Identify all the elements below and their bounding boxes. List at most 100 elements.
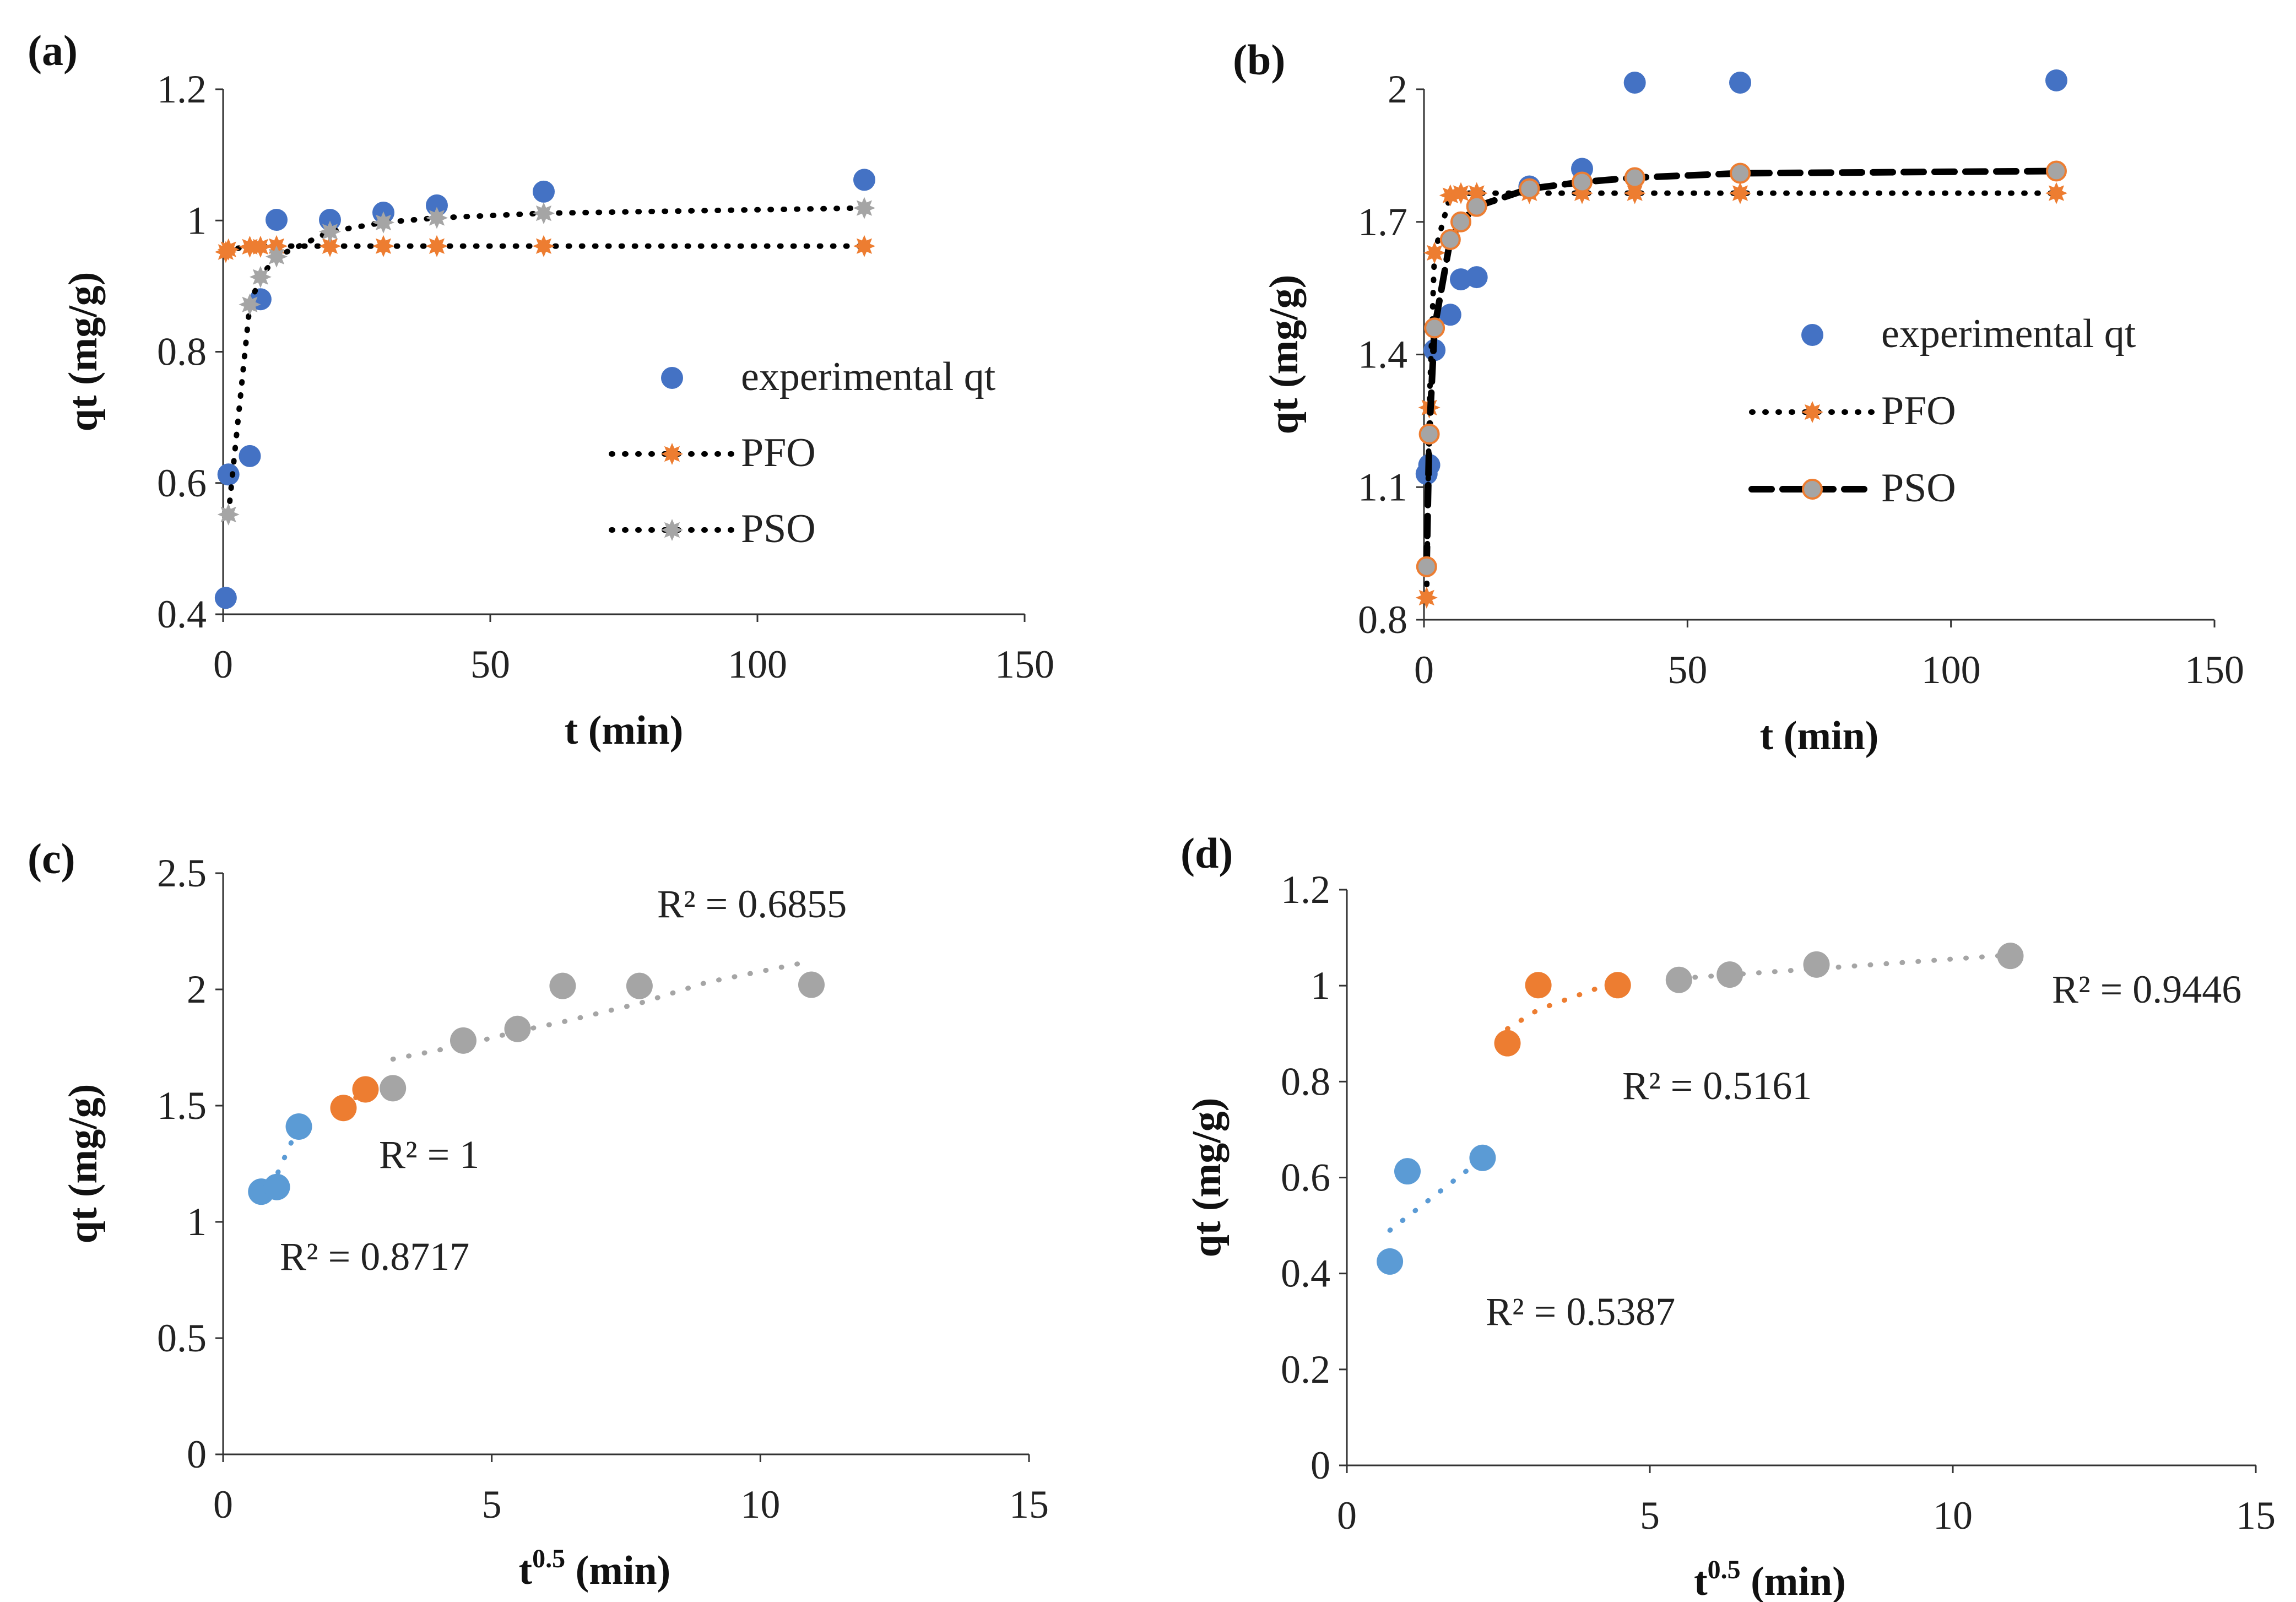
x-tick-label: 0 (213, 642, 233, 686)
y-tick-label: 2.5 (157, 851, 207, 895)
x-tick-label: 50 (1667, 648, 1707, 692)
marker-pso (426, 207, 448, 229)
x-tick-label: 0 (1414, 648, 1434, 692)
y-tick-label: 0.4 (157, 592, 207, 636)
marker-pso (266, 245, 288, 268)
x-tick-label: 15 (1009, 1482, 1049, 1527)
marker-pfo (1415, 586, 1438, 609)
data-point-experimental (1439, 304, 1461, 326)
r2-annotation-d-stage3: R² = 0.9446 (2052, 967, 2241, 1011)
marker-pso (1450, 211, 1471, 232)
data-point-stage-2 (330, 1095, 357, 1122)
panel-label-d: (d) (1181, 829, 1233, 877)
x-axis-title: t (min) (565, 708, 684, 753)
data-point-stage-3 (1716, 961, 1743, 988)
data-point-stage-2 (1525, 972, 1552, 999)
marker-pfo (1729, 182, 1751, 204)
data-point-stage-1 (1377, 1248, 1404, 1275)
y-tick-label: 1 (187, 198, 207, 242)
legend-marker-pfo (1801, 401, 1823, 423)
panel-a: (a) 0.4 0.6 0.8 1 1.2 0 50 100 150 qt (mg/g) t (mi… (28, 26, 1054, 753)
marker-pso (1418, 423, 1440, 445)
x-tick-label: 150 (995, 642, 1054, 686)
data-point-stage-3 (1665, 966, 1692, 993)
fit-line-pso (1423, 167, 2060, 570)
data-point-stage-1 (285, 1113, 312, 1140)
legend-label-PSO: PSO (1881, 466, 1956, 511)
data-point-experimental (1623, 71, 1646, 94)
marker-pfo (533, 235, 555, 257)
legend-marker-experimental (661, 367, 683, 389)
y-tick-label: 2 (187, 967, 207, 1011)
y-tick-label: 1.7 (1358, 200, 1407, 244)
y-tick-label: 0 (1311, 1443, 1330, 1487)
data-point-experimental (2045, 69, 2067, 91)
marker-pso (319, 220, 341, 243)
data-point-stage-3 (380, 1075, 407, 1102)
data-point-experimental (533, 180, 555, 203)
marker-pso (1416, 556, 1437, 577)
data-point-stage-3 (798, 971, 825, 998)
panel-label-b: (b) (1233, 36, 1285, 84)
x-tick-label: 150 (2185, 648, 2244, 692)
data-point-experimental (266, 209, 288, 231)
marker-pso (372, 211, 394, 234)
legend-marker-pfo (661, 443, 683, 465)
y-tick-label: 2 (1388, 67, 1407, 111)
r2-annotation-d-stage2: R² = 0.5161 (1622, 1064, 1812, 1108)
y-tick-label: 1.4 (1358, 333, 1407, 377)
data-point-stage-3 (450, 1027, 476, 1054)
legend-label-experimental-qt: experimental qt (1881, 311, 2136, 356)
trendline-stage-2 (341, 1087, 368, 1111)
data-point-experimental (1729, 71, 1751, 94)
marker-pso (533, 202, 555, 225)
y-tick-label: 1.5 (157, 1084, 207, 1128)
data-point-experimental (217, 463, 240, 486)
data-point-stage-3 (1803, 951, 1830, 978)
y-tick-label: 0.2 (1281, 1347, 1330, 1392)
x-tick-label: 15 (2236, 1493, 2276, 1538)
marker-pso (1624, 167, 1645, 188)
data-point-stage-2 (1604, 972, 1631, 999)
x-tick-label: 10 (740, 1482, 780, 1527)
marker-pso (1572, 171, 1593, 193)
data-point-experimental (214, 587, 237, 609)
fit-line-pfo (223, 243, 867, 255)
fit-line-pso (225, 205, 867, 517)
y-tick-label: 0 (187, 1432, 207, 1476)
y-tick-label: 1.2 (157, 67, 207, 111)
data-point-experimental (239, 445, 261, 467)
marker-pfo (319, 235, 341, 257)
data-point-stage-3 (626, 972, 653, 999)
data-point-stage-2 (352, 1076, 379, 1103)
marker-pfo (1450, 182, 1472, 204)
panel-d: (d) R² = 0.9446 R² = 0.5161 R² = 0.5387 … (1181, 829, 2276, 1602)
marker-pso (2046, 160, 2067, 182)
y-tick-label: 1 (187, 1200, 207, 1244)
r2-annotation-c-stage3: R² = 0.6855 (657, 882, 847, 926)
data-point-experimental (1465, 266, 1488, 289)
x-tick-label: 50 (470, 642, 510, 686)
panel-c: (c) R² = 0.6855 R² = 1 R² = 0.8717 0 0.5 1… (28, 835, 1049, 1593)
legend-label-PSO: PSO (741, 506, 816, 551)
marker-pfo (1623, 182, 1646, 204)
marker-pso (1466, 196, 1487, 217)
x-tick-label: 5 (1640, 1493, 1660, 1538)
marker-pfo (372, 235, 394, 257)
panel-label-c: (c) (28, 835, 75, 883)
marker-pfo (249, 235, 272, 258)
x-axis-title: t0.5 (min) (1694, 1555, 1846, 1602)
legend-label-PFO: PFO (741, 430, 816, 475)
data-point-stage-2 (1494, 1030, 1521, 1057)
y-tick-label: 1.1 (1358, 465, 1407, 509)
marker-pfo (2045, 182, 2067, 204)
marker-pso (217, 503, 240, 526)
y-tick-label: 0.5 (157, 1316, 207, 1360)
marker-pso (249, 266, 272, 288)
y-axis-title: qt (mg/g) (1261, 275, 1307, 435)
data-point-stage-3 (549, 972, 576, 999)
data-point-stage-1 (263, 1173, 290, 1200)
trendline-stage-3 (390, 961, 801, 1062)
data-point-stage-1 (1394, 1158, 1421, 1185)
